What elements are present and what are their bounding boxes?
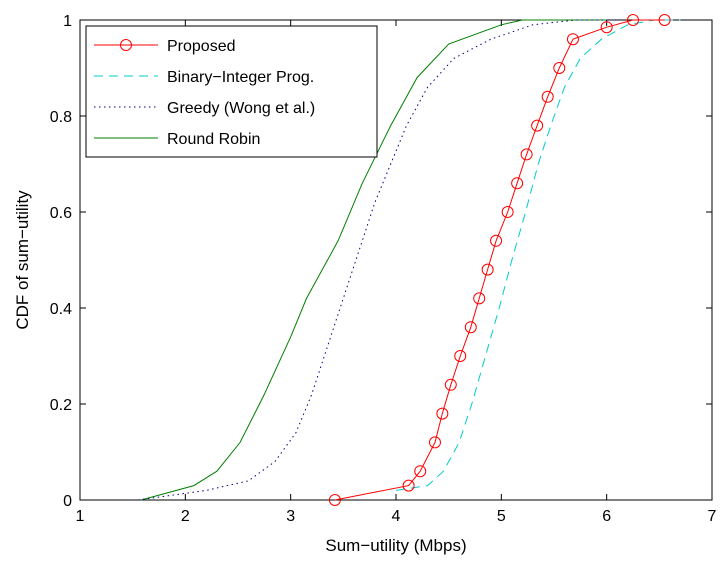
series-point — [481, 263, 494, 276]
series-point — [627, 14, 639, 26]
series-point — [511, 177, 524, 190]
x-axis: 1 2 3 4 5 6 7 — [76, 20, 717, 525]
series-point — [600, 21, 613, 34]
series-point — [414, 465, 427, 478]
y-tick-label: 0.4 — [50, 301, 72, 318]
series-point — [520, 148, 533, 161]
legend-label: Binary−Integer Prog. — [167, 69, 314, 86]
series-point — [490, 234, 503, 247]
x-tick-label: 7 — [708, 508, 717, 525]
legend-box — [85, 25, 378, 158]
series-point — [464, 321, 477, 334]
legend: Proposed Binary−Integer Prog. Greedy (Wong… — [85, 25, 378, 158]
x-tick-label: 6 — [602, 508, 611, 525]
legend-label: Proposed — [167, 38, 236, 55]
legend-label: Greedy (Wong et al.) — [167, 100, 315, 117]
series-point — [428, 436, 441, 449]
series-point — [328, 494, 341, 506]
series-point — [501, 206, 514, 218]
x-axis-label: Sum−utility (Mbps) — [325, 536, 466, 555]
y-tick-label: 0.6 — [50, 205, 72, 222]
x-tick-label: 1 — [76, 508, 85, 525]
series-point — [436, 407, 449, 420]
y-axis: 0 0.2 0.4 0.6 0.8 1 — [50, 13, 712, 510]
series-line-3 — [140, 19, 607, 501]
y-axis-label: CDF of sum−utility — [13, 190, 32, 330]
x-tick-label: 2 — [181, 508, 190, 525]
series-point — [444, 378, 457, 391]
series-point — [553, 62, 566, 74]
y-tick-label: 0.8 — [50, 109, 72, 126]
legend-label: Round Robin — [167, 131, 260, 148]
series-point — [541, 90, 554, 103]
series-line-0 — [334, 19, 665, 501]
y-tick-label: 0 — [63, 493, 72, 510]
series-point — [566, 33, 579, 46]
series-layer — [137, 14, 681, 506]
x-tick-label: 3 — [286, 508, 295, 525]
y-tick-label: 0.2 — [50, 397, 72, 414]
legend-marker — [120, 39, 132, 51]
series-point — [658, 14, 671, 26]
series-point — [402, 479, 415, 492]
y-tick-label: 1 — [63, 13, 72, 30]
series-point — [454, 350, 467, 362]
series-point — [531, 119, 544, 132]
series-point — [473, 292, 486, 305]
x-tick-label: 5 — [497, 508, 506, 525]
series-line-1 — [395, 19, 681, 491]
x-tick-label: 4 — [392, 508, 401, 525]
